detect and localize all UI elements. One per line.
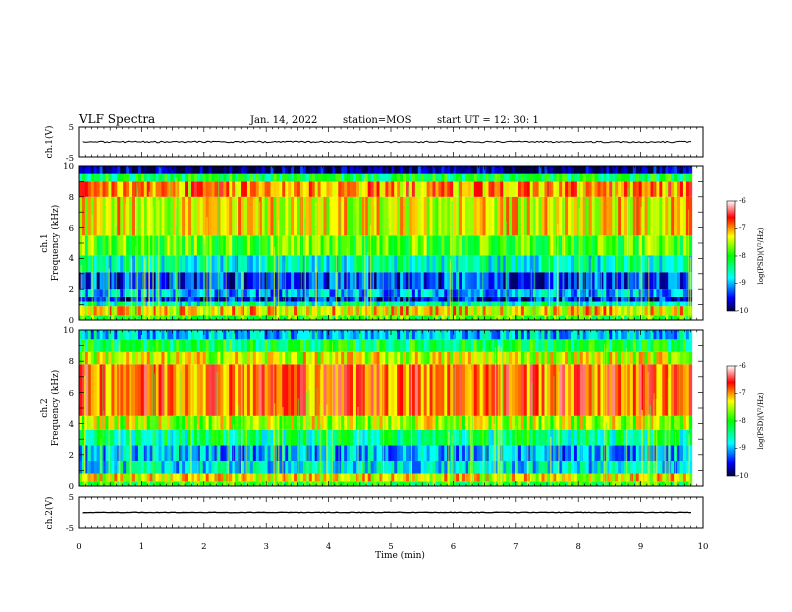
ch2-spectrogram-band-7 (79, 351, 693, 365)
ch1-colorbar: -6 -7 -8 -9 -10 log(PSD)(V²/Hz) (726, 197, 765, 315)
ch2-colorbar-gradient (726, 365, 736, 477)
xtick-10: 10 (698, 542, 709, 552)
cb1-label: log(PSD)(V²/Hz) (757, 227, 765, 284)
cb2-label: log(PSD)(V²/Hz) (757, 392, 765, 449)
ch2-ytick-max: 5 (69, 493, 74, 503)
x-axis-label: Time (min) (375, 550, 425, 561)
ch2-waveform-ylabel: ch.2(V) (44, 497, 55, 530)
cb1-tick-m6: -6 (739, 197, 746, 205)
ch2-spectrogram-heatmap (79, 330, 703, 486)
s2-ytick-4: 4 (69, 420, 74, 430)
s1-ytick-2: 2 (69, 285, 74, 295)
s2-ytick-0: 0 (69, 482, 74, 492)
ch1-colorbar-gradient (726, 200, 736, 312)
ch1-ytick-min: -5 (66, 154, 74, 164)
s2-ytick-10: 10 (63, 326, 74, 336)
ch1-spectrogram-band-7 (79, 235, 693, 256)
ch1-spectrogram-ticks (78, 165, 704, 321)
ch1-spectrogram-panel: 0 2 4 6 8 10 ch.1 Frequency (kHz) (40, 162, 704, 326)
ch2-spectrogram-band-5 (79, 415, 693, 430)
ch1-waveform-ticks (78, 127, 704, 157)
date-label: Jan. 14, 2022 (249, 115, 317, 126)
ch1-spectrogram-band-6 (79, 255, 693, 273)
ch2-waveform-panel: 5 -5 ch.2(V) (44, 493, 704, 534)
ch1-spectrogram-band-5 (79, 272, 693, 290)
ch2-spectrogram-streaks (83, 338, 690, 486)
xtick-9: 9 (638, 542, 643, 552)
ch2-spectrogram-band-1 (79, 473, 693, 482)
ch2-spectrogram-ylabel-channel: ch.2 (40, 398, 50, 417)
ch1-spectrogram-band-0 (79, 315, 693, 320)
ch1-spectrogram-band-4 (79, 289, 693, 297)
ch1-ytick-max: 5 (69, 123, 74, 133)
ch2-spectrogram-band-6 (79, 364, 693, 416)
ch1-spectrogram-ylabel-channel: ch.1 (40, 233, 50, 252)
s1-ytick-4: 4 (69, 254, 74, 264)
ch2-waveform-ticks (78, 497, 704, 528)
cb2-tick-m10: -10 (737, 472, 748, 480)
ch1-spectrogram-streaks (80, 173, 692, 320)
xtick-5: 5 (388, 542, 393, 552)
ch2-spectrogram-band-9 (79, 330, 693, 340)
ch1-spectrogram-band-8 (79, 196, 693, 236)
xtick-4: 4 (326, 542, 331, 552)
ch2-waveform-trace (82, 511, 692, 514)
xtick-8: 8 (575, 542, 580, 552)
xtick-7: 7 (513, 542, 518, 552)
ch1-spectrogram-band-3 (79, 296, 693, 302)
ch2-ytick-min: -5 (66, 524, 74, 534)
cb2-tick-m8: -8 (739, 417, 746, 425)
cb1-tick-m7: -7 (739, 224, 746, 232)
xtick-2: 2 (201, 542, 206, 552)
ch1-waveform-ylabel: ch.1(V) (44, 126, 55, 159)
cb1-tick-m10: -10 (737, 307, 748, 315)
ch1-spectrogram-band-9 (79, 181, 693, 197)
s1-ytick-10: 10 (63, 162, 74, 172)
xtick-1: 1 (139, 542, 144, 552)
s1-ytick-6: 6 (69, 224, 74, 234)
ch1-spectrogram-band-10 (79, 173, 693, 182)
cb2-tick-m7: -7 (739, 389, 746, 397)
ch2-spectrogram-panel: 0 2 4 6 8 10 ch.2 Frequency (kHz) (40, 326, 704, 492)
ch2-spectrogram-ticks (78, 329, 704, 487)
ch1-waveform-trace (82, 140, 692, 144)
ch1-spectrogram-band-1 (79, 306, 693, 316)
s2-ytick-8: 8 (69, 357, 74, 367)
s1-ytick-8: 8 (69, 193, 74, 203)
s2-ytick-2: 2 (69, 451, 74, 461)
s2-ytick-6: 6 (69, 389, 74, 399)
ch2-colorbar: -6 -7 -8 -9 -10 log(PSD)(V²/Hz) (726, 362, 765, 480)
cb2-tick-m9: -9 (739, 444, 746, 452)
ch2-spectrogram-band-8 (79, 339, 693, 352)
xtick-3: 3 (263, 542, 268, 552)
ch1-spectrogram-band-2 (79, 301, 693, 307)
start-time-label: start UT = 12: 30: 1 (437, 115, 539, 126)
xtick-0: 0 (76, 542, 81, 552)
ch1-spectrogram-heatmap (79, 166, 703, 320)
ch1-waveform-panel: 5 -5 ch.1(V) (44, 123, 704, 164)
cb1-tick-m8: -8 (739, 252, 746, 260)
cb1-tick-m9: -9 (739, 279, 746, 287)
ch1-spectrogram-ylabel-frequency: Frequency (kHz) (50, 205, 61, 282)
cb2-tick-m6: -6 (739, 362, 746, 370)
xtick-6: 6 (451, 542, 456, 552)
station-label: station=MOS (343, 115, 412, 126)
ch2-spectrogram-ylabel-frequency: Frequency (kHz) (50, 370, 61, 447)
s1-ytick-0: 0 (69, 316, 74, 326)
figure-title: VLF Spectra (78, 112, 155, 126)
ch1-spectrogram-band-11 (79, 166, 693, 174)
time-axis: 0 1 2 3 4 5 6 7 8 9 10 Time (min) (76, 542, 708, 561)
